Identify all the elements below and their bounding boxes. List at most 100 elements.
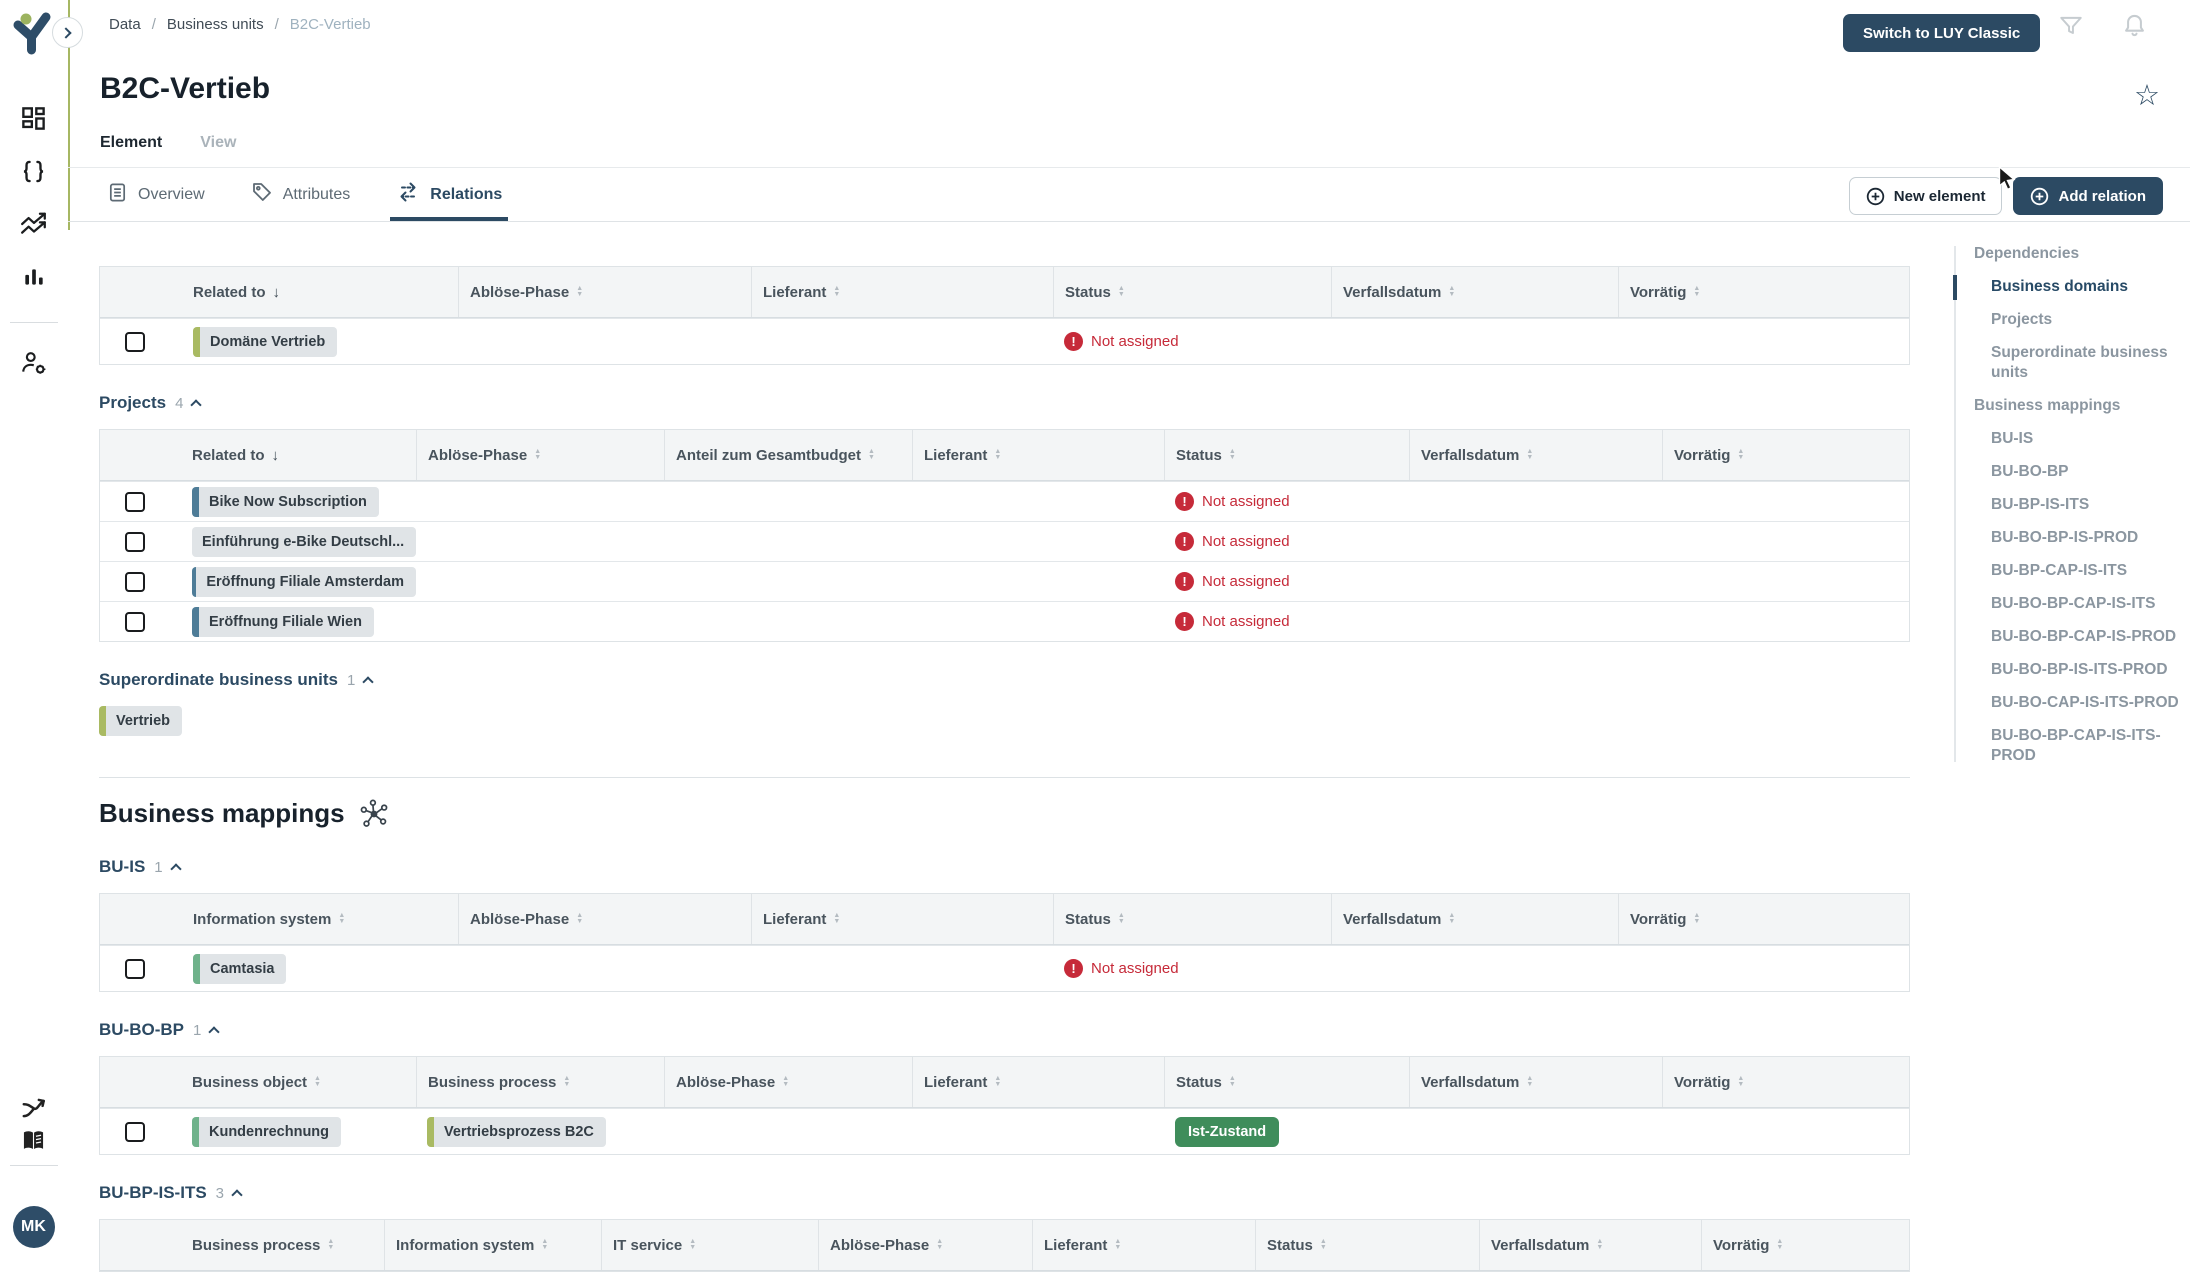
column-header[interactable]: Verfallsdatum ▲ ▼: [1409, 430, 1662, 480]
row-checkbox[interactable]: [125, 571, 145, 592]
column-header[interactable]: Related to ↓: [181, 430, 416, 480]
entity-chip[interactable]: Camtasia: [193, 953, 287, 984]
subtab-relations[interactable]: Relations: [390, 168, 509, 221]
nav-item-bu-is[interactable]: BU-IS: [1991, 430, 2034, 447]
entity-chip[interactable]: Eröffnung Filiale Amsterdam: [192, 566, 416, 597]
new-element-button[interactable]: New element: [1848, 177, 2003, 215]
column-label: Ablöse-Phase: [428, 446, 528, 464]
column-header[interactable]: Lieferant ▲ ▼: [912, 430, 1164, 480]
row-checkbox[interactable]: [125, 491, 145, 512]
row-checkbox[interactable]: [125, 531, 145, 552]
column-header[interactable]: Ablöse-Phase ▲ ▼: [458, 267, 751, 317]
column-header[interactable]: Lieferant ▲ ▼: [912, 1057, 1164, 1107]
add-relation-button[interactable]: Add relation: [2013, 177, 2163, 215]
column-header[interactable]: Vorrätig ▲ ▼: [1662, 1057, 1910, 1107]
luy-logo-icon[interactable]: [10, 10, 54, 61]
breadcrumb-item[interactable]: B2C-Vertieb: [289, 15, 371, 33]
nav-item-bu-bo-bp-is-prod[interactable]: BU-BO-BP-IS-PROD: [1991, 529, 2139, 546]
entity-chip[interactable]: Eröffnung Filiale Wien: [192, 606, 374, 637]
breadcrumb-item[interactable]: Data: [109, 15, 141, 33]
chip-label: Vertriebsprozess B2C: [444, 1123, 594, 1140]
section-toggle-bu-is[interactable]: BU-IS 1: [99, 857, 1910, 877]
table-cell: [1662, 602, 1910, 641]
entity-chip[interactable]: Vertrieb: [99, 706, 182, 736]
nav-item-bu-bp-is-its[interactable]: BU-BP-IS-ITS: [1991, 496, 2090, 513]
favorite-star-icon[interactable]: ☆: [2134, 80, 2160, 112]
section-toggle-superordinate-business-units[interactable]: Superordinate business units 1: [99, 670, 1910, 690]
braces-icon[interactable]: [20, 157, 48, 185]
column-header[interactable]: Ablöse-Phase ▲ ▼: [416, 430, 664, 480]
row-checkbox[interactable]: [125, 611, 145, 632]
column-header[interactable]: IT service ▲ ▼: [601, 1220, 818, 1270]
column-header[interactable]: Ablöse-Phase ▲ ▼: [818, 1220, 1032, 1270]
column-header[interactable]: Verfallsdatum ▲ ▼: [1331, 894, 1618, 944]
notifications-bell-icon[interactable]: [2121, 12, 2148, 44]
status-text: Not assigned: [1202, 533, 1290, 550]
column-header[interactable]: Business object ▲ ▼: [181, 1057, 416, 1107]
column-header[interactable]: Lieferant ▲ ▼: [751, 267, 1053, 317]
row-checkbox[interactable]: [125, 1121, 145, 1142]
column-header[interactable]: Verfallsdatum ▲ ▼: [1409, 1057, 1662, 1107]
nav-item-business-domains[interactable]: Business domains: [1991, 278, 2128, 295]
column-header[interactable]: Business process ▲ ▼: [416, 1057, 664, 1107]
nav-item-superordinate-business-units[interactable]: Superordinate business units: [1991, 344, 2168, 381]
nav-item-bu-bp-cap-is-its[interactable]: BU-BP-CAP-IS-ITS: [1991, 562, 2128, 579]
dashboard-icon[interactable]: [20, 104, 48, 132]
sidebar-expand-button[interactable]: [52, 17, 83, 48]
table-cell: [751, 946, 1053, 991]
tab-view[interactable]: View: [200, 134, 237, 151]
column-header[interactable]: Status ▲ ▼: [1164, 430, 1409, 480]
column-header[interactable]: Related to ↓: [182, 267, 458, 317]
column-header[interactable]: Status ▲ ▼: [1053, 267, 1331, 317]
book-icon[interactable]: [20, 1127, 47, 1159]
nav-item-bu-bo-bp-cap-is-its[interactable]: BU-BO-BP-CAP-IS-ITS: [1991, 595, 2156, 612]
branch-icon[interactable]: [20, 1094, 48, 1127]
entity-chip[interactable]: Domäne Vertrieb: [193, 326, 338, 357]
table-cell: Vertriebsprozess B2C: [416, 1109, 664, 1154]
breadcrumb-item[interactable]: Business units: [166, 15, 264, 33]
subtab-attributes[interactable]: Attributes: [251, 168, 350, 221]
nav-item-bu-bo-cap-is-its-prod[interactable]: BU-BO-CAP-IS-ITS-PROD: [1991, 694, 2179, 711]
column-header[interactable]: Vorrätig ▲ ▼: [1701, 1220, 1910, 1270]
section-count: 1: [347, 671, 356, 689]
user-settings-icon[interactable]: [20, 349, 48, 377]
column-header[interactable]: Status ▲ ▼: [1053, 894, 1331, 944]
bar-chart-icon[interactable]: [20, 263, 48, 291]
column-header[interactable]: Vorrätig ▲ ▼: [1662, 430, 1910, 480]
column-header[interactable]: Ablöse-Phase ▲ ▼: [458, 894, 751, 944]
entity-chip[interactable]: Vertriebsprozess B2C: [427, 1116, 606, 1147]
column-header[interactable]: Status ▲ ▼: [1255, 1220, 1479, 1270]
column-header[interactable]: Lieferant ▲ ▼: [1032, 1220, 1255, 1270]
row-checkbox[interactable]: [125, 331, 145, 352]
column-header[interactable]: Status ▲ ▼: [1164, 1057, 1409, 1107]
tab-element[interactable]: Element: [100, 134, 163, 151]
entity-chip[interactable]: Bike Now Subscription: [192, 486, 379, 517]
nav-item-projects[interactable]: Projects: [1991, 311, 2053, 328]
column-header[interactable]: Anteil zum Gesamtbudget ▲ ▼: [664, 430, 912, 480]
column-header[interactable]: Verfallsdatum ▲ ▼: [1479, 1220, 1701, 1270]
column-header[interactable]: Lieferant ▲ ▼: [751, 894, 1053, 944]
section-toggle-projects[interactable]: Projects 4: [99, 393, 1910, 413]
column-header[interactable]: Vorrätig ▲ ▼: [1618, 894, 1910, 944]
subtab-overview[interactable]: Overview: [107, 168, 205, 221]
entity-chip[interactable]: Kundenrechnung: [192, 1116, 342, 1147]
entity-chip[interactable]: Einführung e-Bike Deutschl...: [192, 526, 416, 557]
section-toggle-bu-bo-bp[interactable]: BU-BO-BP 1: [99, 1020, 1910, 1040]
nav-item-bu-bo-bp-cap-is-prod[interactable]: BU-BO-BP-CAP-IS-PROD: [1991, 628, 2177, 645]
trend-icon[interactable]: [20, 210, 48, 238]
column-header[interactable]: Information system ▲ ▼: [182, 894, 458, 944]
filter-icon[interactable]: [2058, 13, 2084, 44]
nav-item-bu-bo-bp-cap-is-its-prod[interactable]: BU-BO-BP-CAP-IS-ITS-PROD: [1991, 727, 2161, 764]
nav-item-bu-bo-bp[interactable]: BU-BO-BP: [1991, 463, 2069, 480]
section-toggle-bu-bp-is-its[interactable]: BU-BP-IS-ITS 3: [99, 1183, 1910, 1203]
nav-item-bu-bo-bp-is-its-prod[interactable]: BU-BO-BP-IS-ITS-PROD: [1991, 661, 2168, 678]
column-header[interactable]: Information system ▲ ▼: [384, 1220, 601, 1270]
column-header[interactable]: Verfallsdatum ▲ ▼: [1331, 267, 1618, 317]
table-row: Einführung e-Bike Deutschl...! Not assign…: [100, 521, 1909, 561]
column-header[interactable]: Vorrätig ▲ ▼: [1618, 267, 1910, 317]
row-checkbox[interactable]: [125, 958, 145, 979]
column-header[interactable]: Ablöse-Phase ▲ ▼: [664, 1057, 912, 1107]
user-avatar[interactable]: MK: [12, 1206, 55, 1248]
switch-to-classic-button[interactable]: Switch to LUY Classic: [1843, 14, 2041, 52]
column-header[interactable]: Business process ▲ ▼: [181, 1220, 384, 1270]
